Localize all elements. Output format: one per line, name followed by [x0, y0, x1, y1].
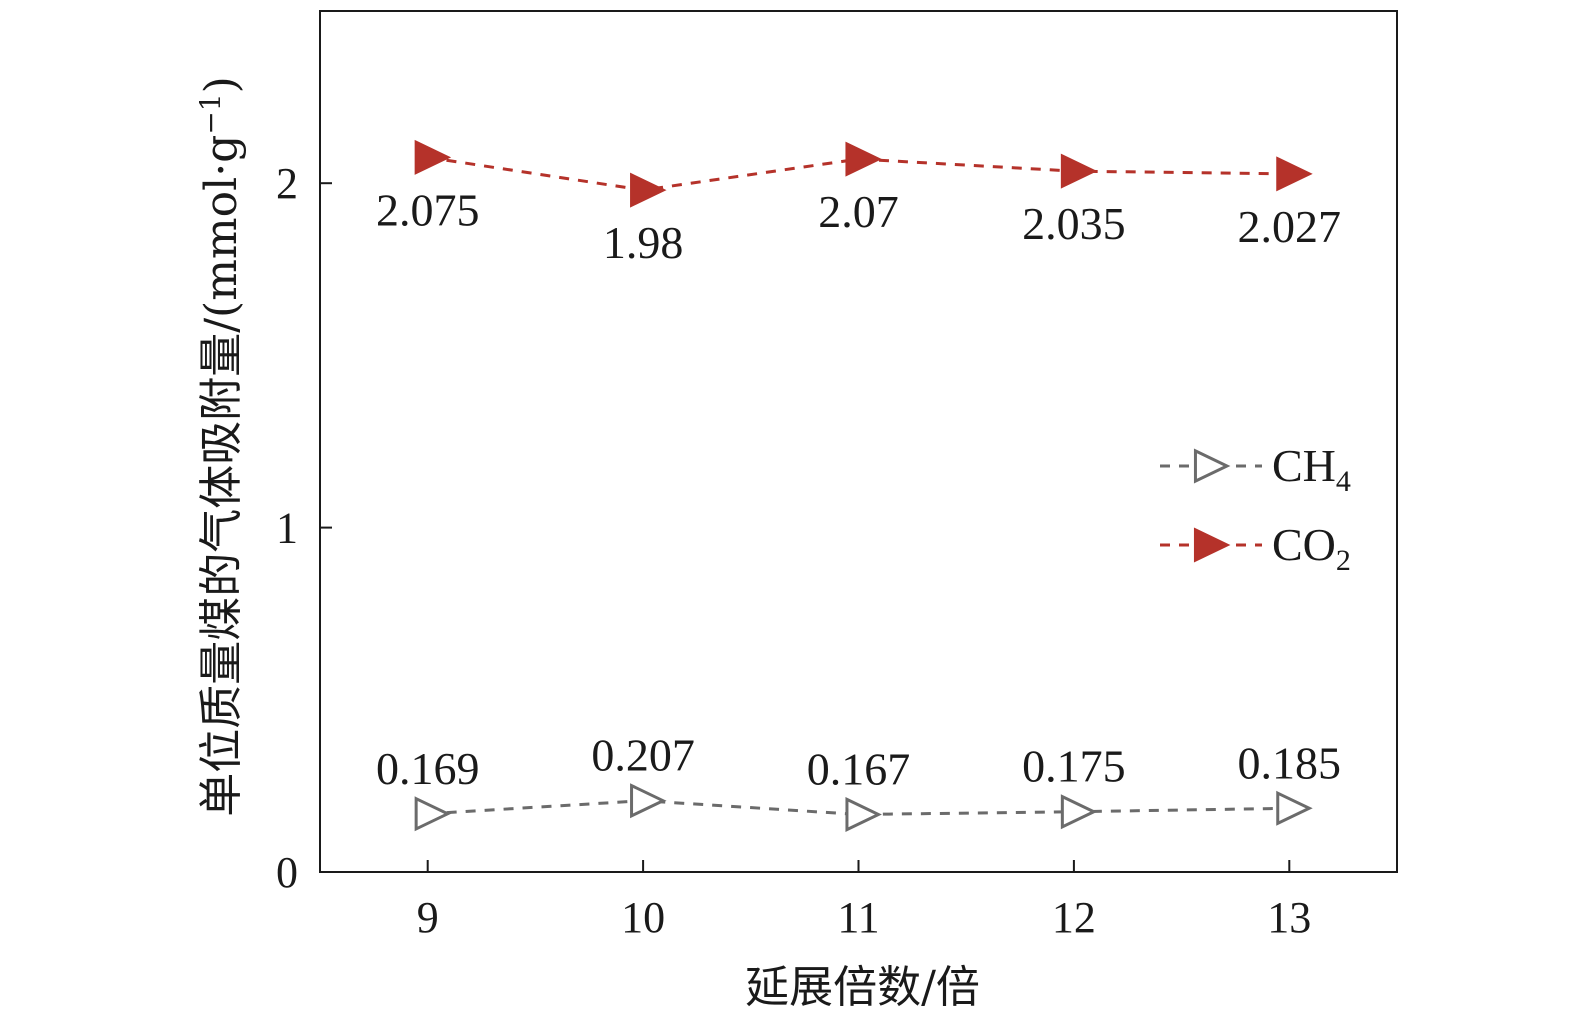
point-ch4-1: [630, 783, 667, 819]
x-tick-label-4: 13: [1267, 893, 1311, 942]
point-co2-4: [1276, 156, 1313, 192]
legend-item-co2: CO2: [1160, 519, 1351, 577]
y-tick-label-1: 1: [276, 504, 298, 553]
series-line-co2: [427, 155, 1290, 192]
y-tick-label-2: 2: [276, 159, 298, 208]
data-label-ch4-1: 0.207: [591, 730, 695, 781]
legend-label-co2-sub: 2: [1336, 544, 1351, 577]
data-label-co2-0: 2.075: [376, 184, 480, 235]
plot-frame: [319, 10, 1398, 873]
x-tick-label-3: 12: [1052, 893, 1096, 942]
y-tick-label-0: 0: [276, 848, 298, 897]
point-ch4-0: [414, 796, 452, 832]
legend-item-ch4: CH4: [1160, 440, 1351, 498]
x-axis-title: 延展倍数/倍: [745, 962, 980, 1013]
y-axis-title-main: 单位质量煤的气体吸附量/(mmol·g: [196, 135, 247, 817]
labels-layer: 0.169 0.207 0.167 0.175 0.185 2.075 1.98 2.07 2.…: [376, 184, 1341, 794]
series-layer: [414, 139, 1313, 832]
data-label-ch4-4: 0.185: [1238, 737, 1342, 788]
point-co2-3: [1060, 153, 1098, 189]
legend-marker-co2: [1193, 527, 1231, 563]
point-ch4-4: [1276, 790, 1313, 826]
legend-label-ch4: CH4: [1272, 440, 1351, 498]
point-ch4-2: [845, 796, 882, 832]
legend-label-co2-main: CO: [1272, 519, 1336, 570]
legend: CH4 CO2: [1160, 440, 1351, 577]
data-label-ch4-3: 0.175: [1022, 741, 1126, 792]
data-label-co2-3: 2.035: [1022, 198, 1126, 249]
legend-marker-ch4: [1193, 448, 1231, 484]
point-ch4-3: [1060, 794, 1098, 830]
y-axis-title: 单位质量煤的气体吸附量/(mmol·g−1): [194, 76, 247, 817]
y-axis-title-sup: −1: [194, 93, 227, 134]
x-tick-label-2: 11: [837, 893, 879, 942]
point-co2-0: [414, 139, 452, 175]
point-co2-1: [630, 172, 667, 208]
legend-label-ch4-main: CH: [1272, 440, 1336, 491]
x-tick-label-0: 9: [417, 893, 439, 942]
point-co2-2: [845, 141, 882, 177]
data-label-co2-2: 2.07: [818, 186, 899, 237]
data-label-ch4-2: 0.167: [807, 743, 911, 794]
legend-label-co2: CO2: [1272, 519, 1351, 577]
x-tick-label-1: 10: [621, 893, 665, 942]
data-label-co2-4: 2.027: [1238, 201, 1342, 252]
legend-label-ch4-sub: 4: [1336, 465, 1351, 498]
data-label-ch4-0: 0.169: [376, 743, 480, 794]
data-label-co2-1: 1.98: [603, 217, 684, 268]
y-axis-title-end: ): [196, 76, 247, 93]
